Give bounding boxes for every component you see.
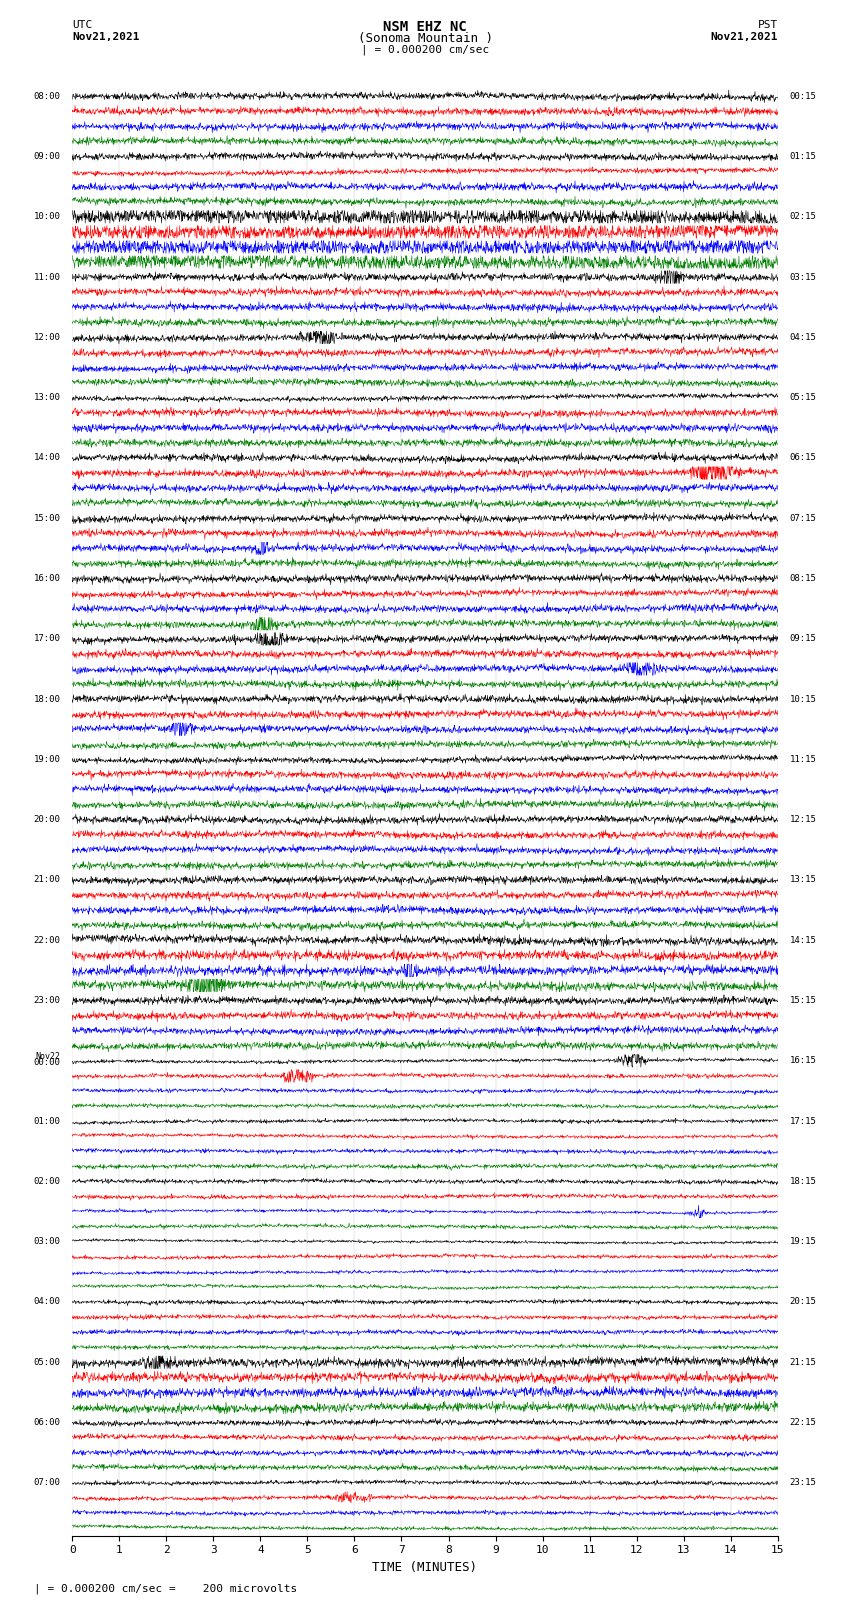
Text: 19:15: 19:15 — [790, 1237, 816, 1247]
Text: 07:15: 07:15 — [790, 515, 816, 523]
Text: 15:00: 15:00 — [34, 515, 60, 523]
Text: | = 0.000200 cm/sec =    200 microvolts: | = 0.000200 cm/sec = 200 microvolts — [34, 1582, 298, 1594]
Text: 08:15: 08:15 — [790, 574, 816, 582]
Text: 02:00: 02:00 — [34, 1177, 60, 1186]
Text: 23:15: 23:15 — [790, 1479, 816, 1487]
Text: 11:00: 11:00 — [34, 273, 60, 282]
Text: Nov21,2021: Nov21,2021 — [72, 32, 139, 42]
Text: 03:00: 03:00 — [34, 1237, 60, 1247]
Text: 19:00: 19:00 — [34, 755, 60, 765]
Text: 14:00: 14:00 — [34, 453, 60, 463]
Text: 05:00: 05:00 — [34, 1358, 60, 1366]
Text: 16:15: 16:15 — [790, 1057, 816, 1065]
Text: 04:15: 04:15 — [790, 332, 816, 342]
Text: 20:15: 20:15 — [790, 1297, 816, 1307]
Text: 09:15: 09:15 — [790, 634, 816, 644]
Text: Nov21,2021: Nov21,2021 — [711, 32, 778, 42]
Text: 17:15: 17:15 — [790, 1116, 816, 1126]
Text: 10:00: 10:00 — [34, 213, 60, 221]
Text: | = 0.000200 cm/sec: | = 0.000200 cm/sec — [361, 44, 489, 55]
Text: 20:00: 20:00 — [34, 815, 60, 824]
Text: 08:00: 08:00 — [34, 92, 60, 100]
Text: 03:15: 03:15 — [790, 273, 816, 282]
Text: UTC: UTC — [72, 19, 93, 31]
Text: 17:00: 17:00 — [34, 634, 60, 644]
X-axis label: TIME (MINUTES): TIME (MINUTES) — [372, 1561, 478, 1574]
Text: 23:00: 23:00 — [34, 997, 60, 1005]
Text: 00:15: 00:15 — [790, 92, 816, 100]
Text: 06:00: 06:00 — [34, 1418, 60, 1428]
Text: 15:15: 15:15 — [790, 997, 816, 1005]
Text: 00:00: 00:00 — [34, 1058, 60, 1066]
Text: 10:15: 10:15 — [790, 695, 816, 703]
Text: 05:15: 05:15 — [790, 394, 816, 402]
Text: 01:00: 01:00 — [34, 1116, 60, 1126]
Text: 13:00: 13:00 — [34, 394, 60, 402]
Text: 09:00: 09:00 — [34, 152, 60, 161]
Text: 01:15: 01:15 — [790, 152, 816, 161]
Text: 16:00: 16:00 — [34, 574, 60, 582]
Text: 22:15: 22:15 — [790, 1418, 816, 1428]
Text: 12:00: 12:00 — [34, 332, 60, 342]
Text: 13:15: 13:15 — [790, 876, 816, 884]
Text: 21:00: 21:00 — [34, 876, 60, 884]
Text: 12:15: 12:15 — [790, 815, 816, 824]
Text: PST: PST — [757, 19, 778, 31]
Text: Nov22: Nov22 — [36, 1052, 60, 1061]
Text: 14:15: 14:15 — [790, 936, 816, 945]
Text: 07:00: 07:00 — [34, 1479, 60, 1487]
Text: 02:15: 02:15 — [790, 213, 816, 221]
Text: NSM EHZ NC: NSM EHZ NC — [383, 19, 467, 34]
Text: 18:15: 18:15 — [790, 1177, 816, 1186]
Text: 18:00: 18:00 — [34, 695, 60, 703]
Text: (Sonoma Mountain ): (Sonoma Mountain ) — [358, 32, 492, 45]
Text: 04:00: 04:00 — [34, 1297, 60, 1307]
Text: 06:15: 06:15 — [790, 453, 816, 463]
Text: 21:15: 21:15 — [790, 1358, 816, 1366]
Text: 11:15: 11:15 — [790, 755, 816, 765]
Text: 22:00: 22:00 — [34, 936, 60, 945]
